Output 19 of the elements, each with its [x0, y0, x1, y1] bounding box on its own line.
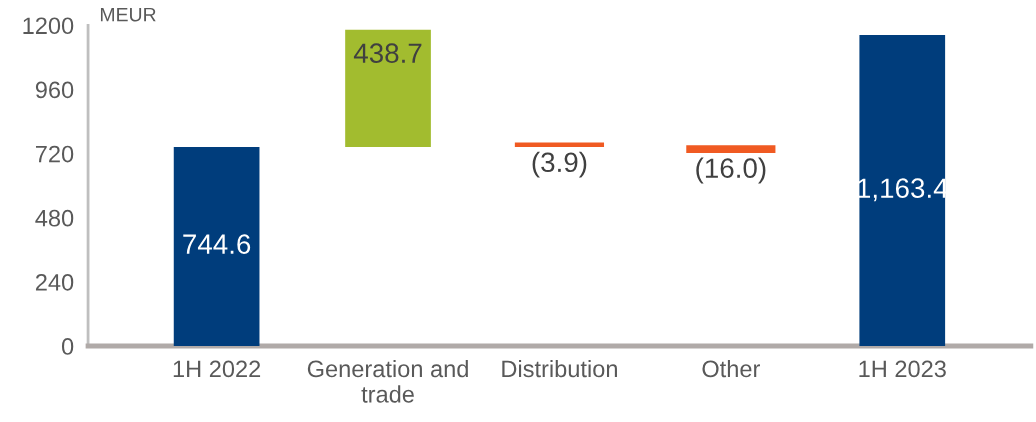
- x-tick-label: Generation and trade: [307, 359, 468, 403]
- data-label: (16.0): [696, 157, 766, 184]
- y-axis-title: MEUR: [100, 7, 156, 22]
- data-label: (3.9): [532, 151, 587, 178]
- y-tick-label: 1200: [23, 17, 74, 35]
- x-tick-label: 1H 2022: [173, 360, 261, 378]
- y-tick-label: 240: [35, 273, 74, 291]
- y-tick-label: 480: [35, 209, 74, 227]
- x-tick-label: 1H 2023: [859, 360, 946, 378]
- bar: [345, 29, 431, 148]
- bar: [859, 35, 946, 347]
- y-tick-label: 960: [35, 81, 74, 99]
- x-tick-label: Other: [702, 359, 760, 378]
- y-tick-label: 0: [61, 338, 74, 355]
- x-tick-label: Distribution: [502, 359, 617, 378]
- data-label: 438.7: [353, 43, 422, 64]
- y-tick-label: 720: [35, 145, 74, 163]
- data-label: 744.6: [183, 234, 251, 254]
- bar: [173, 147, 260, 347]
